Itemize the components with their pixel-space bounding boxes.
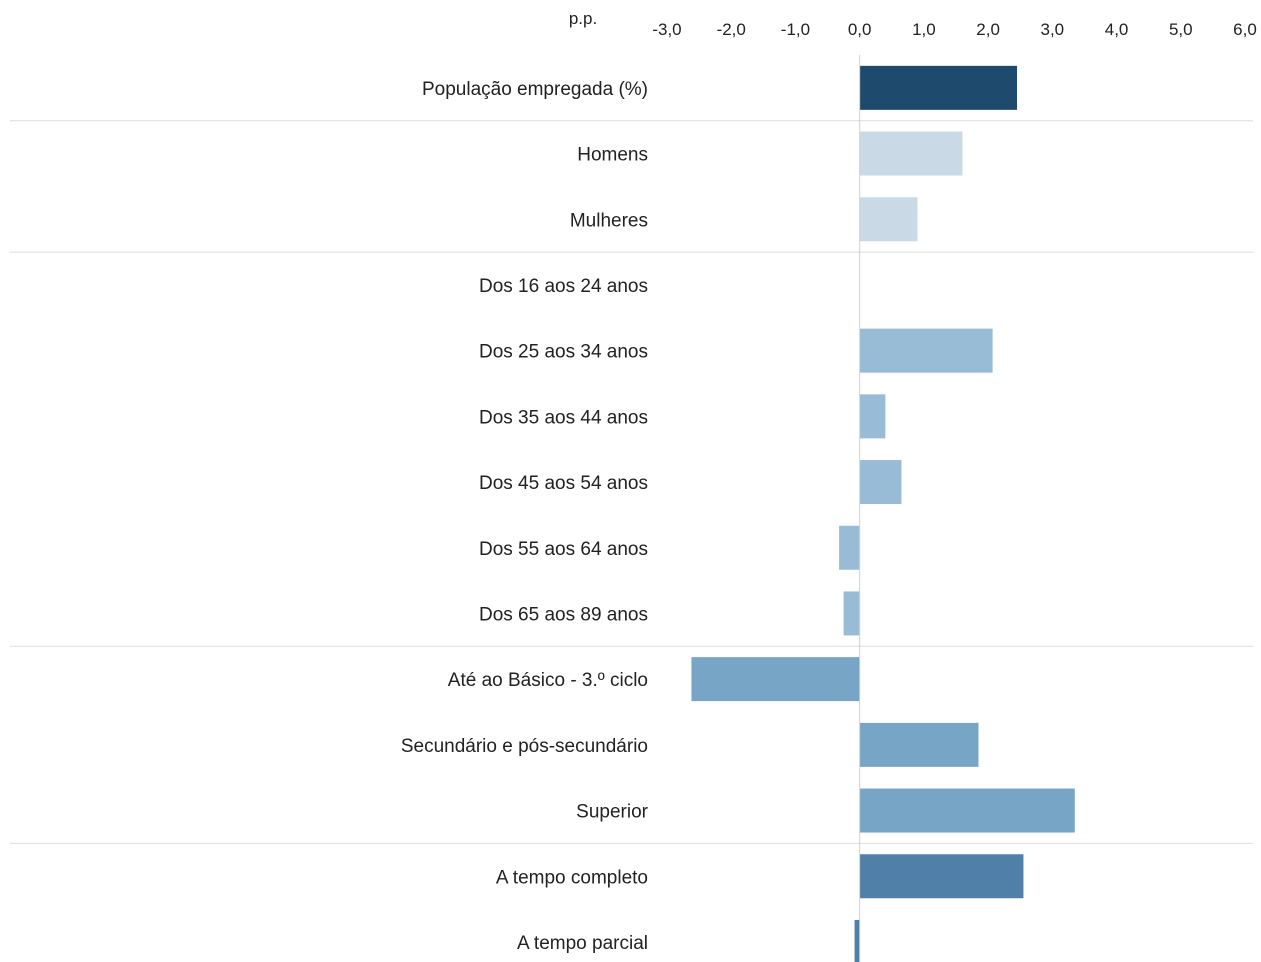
category-label: Homens	[577, 145, 648, 166]
x-tick-label: 4,0	[1105, 20, 1129, 39]
x-tick-label: 3,0	[1041, 20, 1065, 39]
bars	[691, 65, 1075, 962]
x-tick-label: -2,0	[717, 20, 746, 39]
group-separators	[10, 120, 1253, 844]
bar	[859, 394, 886, 439]
bar	[859, 854, 1024, 899]
bar	[859, 722, 979, 767]
x-tick-label: -3,0	[652, 20, 681, 39]
category-label: Dos 25 aos 34 anos	[479, 342, 648, 363]
bar	[859, 65, 1018, 110]
category-label: Dos 65 aos 89 anos	[479, 604, 648, 625]
x-tick-label: 0,0	[848, 20, 872, 39]
category-label: Dos 35 aos 44 anos	[479, 407, 648, 428]
bar	[854, 919, 860, 962]
category-label: A tempo completo	[496, 867, 648, 888]
category-label: A tempo parcial	[517, 933, 648, 954]
category-label: Dos 45 aos 54 anos	[479, 473, 648, 494]
x-tick-label: 6,0	[1233, 20, 1257, 39]
bar	[859, 328, 993, 373]
x-tick-label: 1,0	[912, 20, 936, 39]
category-label: Dos 16 aos 24 anos	[479, 276, 648, 297]
bar	[859, 460, 902, 505]
bar	[839, 525, 860, 570]
category-labels: População empregada (%) Homens Mulheres Dos…	[401, 79, 649, 954]
category-label: Secundário e pós-secundário	[401, 736, 648, 757]
bar	[859, 197, 918, 242]
x-tick-label: 5,0	[1169, 20, 1193, 39]
bar	[859, 131, 963, 176]
bar	[859, 788, 1075, 833]
category-label: Até ao Básico - 3.º ciclo	[448, 670, 648, 691]
unit-label: p.p.	[569, 9, 597, 28]
x-tick-label: 2,0	[976, 20, 1000, 39]
x-tick-label: -1,0	[781, 20, 810, 39]
category-label: Superior	[576, 802, 648, 823]
category-label: Mulheres	[570, 210, 648, 231]
bar	[843, 591, 860, 636]
category-label: Dos 55 aos 64 anos	[479, 539, 648, 560]
bar	[691, 657, 860, 702]
category-label: População empregada (%)	[422, 79, 648, 100]
x-axis-ticks: -3,0 -2,0 -1,0 0,0 1,0 2,0 3,0 4,0 5,0 6,0	[652, 20, 1256, 39]
